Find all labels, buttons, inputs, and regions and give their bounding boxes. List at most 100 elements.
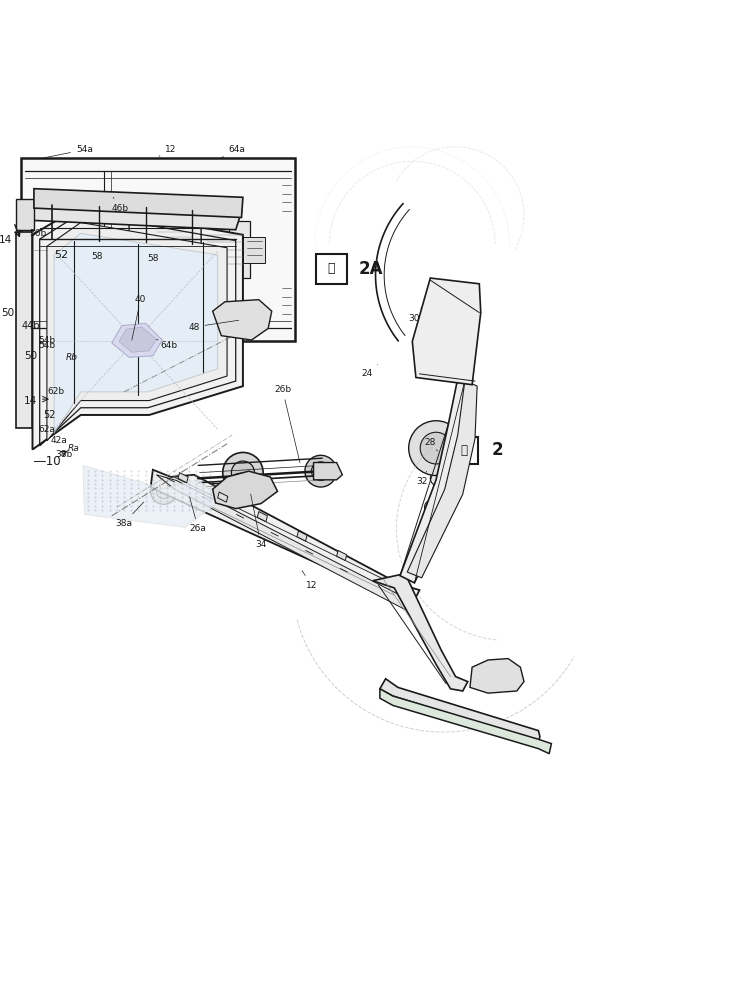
Polygon shape	[297, 531, 307, 541]
Text: 58: 58	[147, 254, 158, 263]
Circle shape	[533, 739, 537, 744]
Text: 14: 14	[23, 396, 37, 406]
Circle shape	[226, 487, 238, 499]
Circle shape	[420, 432, 452, 464]
Text: 50: 50	[1, 308, 15, 318]
Polygon shape	[16, 232, 32, 428]
Text: 34: 34	[251, 494, 267, 549]
Polygon shape	[336, 550, 347, 561]
Polygon shape	[412, 278, 481, 385]
Circle shape	[490, 723, 498, 732]
Circle shape	[146, 221, 203, 278]
Text: 54b: 54b	[38, 341, 56, 350]
Polygon shape	[257, 512, 268, 522]
Text: 2: 2	[492, 441, 503, 459]
Text: 38b: 38b	[56, 450, 73, 459]
Text: 26b: 26b	[274, 385, 300, 463]
Circle shape	[490, 666, 504, 680]
Text: 54b: 54b	[38, 336, 56, 345]
Text: 24: 24	[361, 365, 377, 378]
Polygon shape	[16, 199, 34, 230]
Circle shape	[531, 737, 539, 746]
Circle shape	[430, 471, 445, 486]
Bar	[451, 437, 478, 464]
Polygon shape	[470, 659, 524, 693]
Text: 40: 40	[132, 295, 147, 340]
Circle shape	[419, 701, 427, 710]
Circle shape	[232, 461, 254, 484]
Circle shape	[226, 473, 257, 505]
Bar	[188, 483, 232, 503]
Circle shape	[166, 241, 183, 258]
Polygon shape	[178, 473, 188, 483]
Text: 38a: 38a	[116, 502, 144, 528]
Bar	[203, 221, 250, 278]
Text: 62b: 62b	[47, 387, 64, 396]
Circle shape	[441, 708, 449, 717]
Text: 46b: 46b	[112, 197, 129, 213]
Polygon shape	[380, 679, 539, 744]
Circle shape	[515, 734, 519, 738]
Polygon shape	[372, 574, 468, 691]
Circle shape	[154, 229, 195, 270]
Polygon shape	[119, 327, 156, 352]
Text: 54a: 54a	[44, 145, 93, 158]
Text: 30: 30	[409, 308, 421, 323]
Polygon shape	[47, 223, 227, 441]
Bar	[207, 224, 229, 275]
Polygon shape	[314, 463, 342, 480]
Circle shape	[492, 726, 496, 730]
Polygon shape	[151, 470, 419, 605]
Text: 48: 48	[188, 320, 239, 332]
Circle shape	[468, 718, 472, 722]
Circle shape	[421, 703, 425, 708]
Polygon shape	[408, 380, 477, 578]
Text: Ra: Ra	[67, 444, 79, 453]
Bar	[317, 254, 347, 284]
Text: 58: 58	[92, 252, 103, 261]
Polygon shape	[129, 210, 201, 289]
Polygon shape	[380, 689, 551, 754]
Text: 42a: 42a	[51, 436, 67, 445]
Text: 図: 図	[460, 444, 468, 457]
Circle shape	[305, 455, 336, 487]
Circle shape	[424, 500, 439, 514]
Circle shape	[443, 710, 447, 715]
Text: 図: 図	[328, 262, 335, 275]
Polygon shape	[34, 189, 243, 217]
Circle shape	[151, 478, 177, 504]
Polygon shape	[54, 233, 218, 434]
Text: ―10: ―10	[34, 452, 66, 468]
Circle shape	[312, 462, 330, 481]
Text: 28: 28	[424, 438, 438, 451]
Polygon shape	[111, 323, 162, 357]
Text: 56b: 56b	[29, 229, 46, 238]
Circle shape	[156, 484, 171, 499]
Text: 2A: 2A	[358, 260, 383, 278]
Polygon shape	[156, 475, 410, 610]
Text: 14: 14	[0, 235, 12, 245]
Circle shape	[465, 715, 474, 724]
Polygon shape	[213, 471, 278, 509]
Text: 12: 12	[302, 571, 317, 590]
Text: 52: 52	[43, 410, 56, 420]
Text: 52: 52	[54, 250, 68, 260]
Circle shape	[512, 731, 521, 740]
Polygon shape	[400, 372, 472, 583]
Circle shape	[233, 481, 250, 498]
Circle shape	[484, 660, 509, 686]
Bar	[243, 237, 265, 263]
Circle shape	[418, 529, 432, 543]
Text: 50: 50	[23, 351, 37, 361]
Text: 26a: 26a	[190, 497, 207, 533]
Text: 12: 12	[159, 145, 177, 156]
Text: 64b: 64b	[156, 339, 178, 350]
Text: 64a: 64a	[221, 145, 246, 158]
Circle shape	[222, 483, 242, 503]
Circle shape	[409, 421, 463, 475]
Circle shape	[223, 452, 263, 493]
Polygon shape	[32, 206, 243, 450]
Circle shape	[180, 483, 199, 503]
Text: Rb: Rb	[65, 353, 78, 362]
Bar	[136, 221, 180, 278]
